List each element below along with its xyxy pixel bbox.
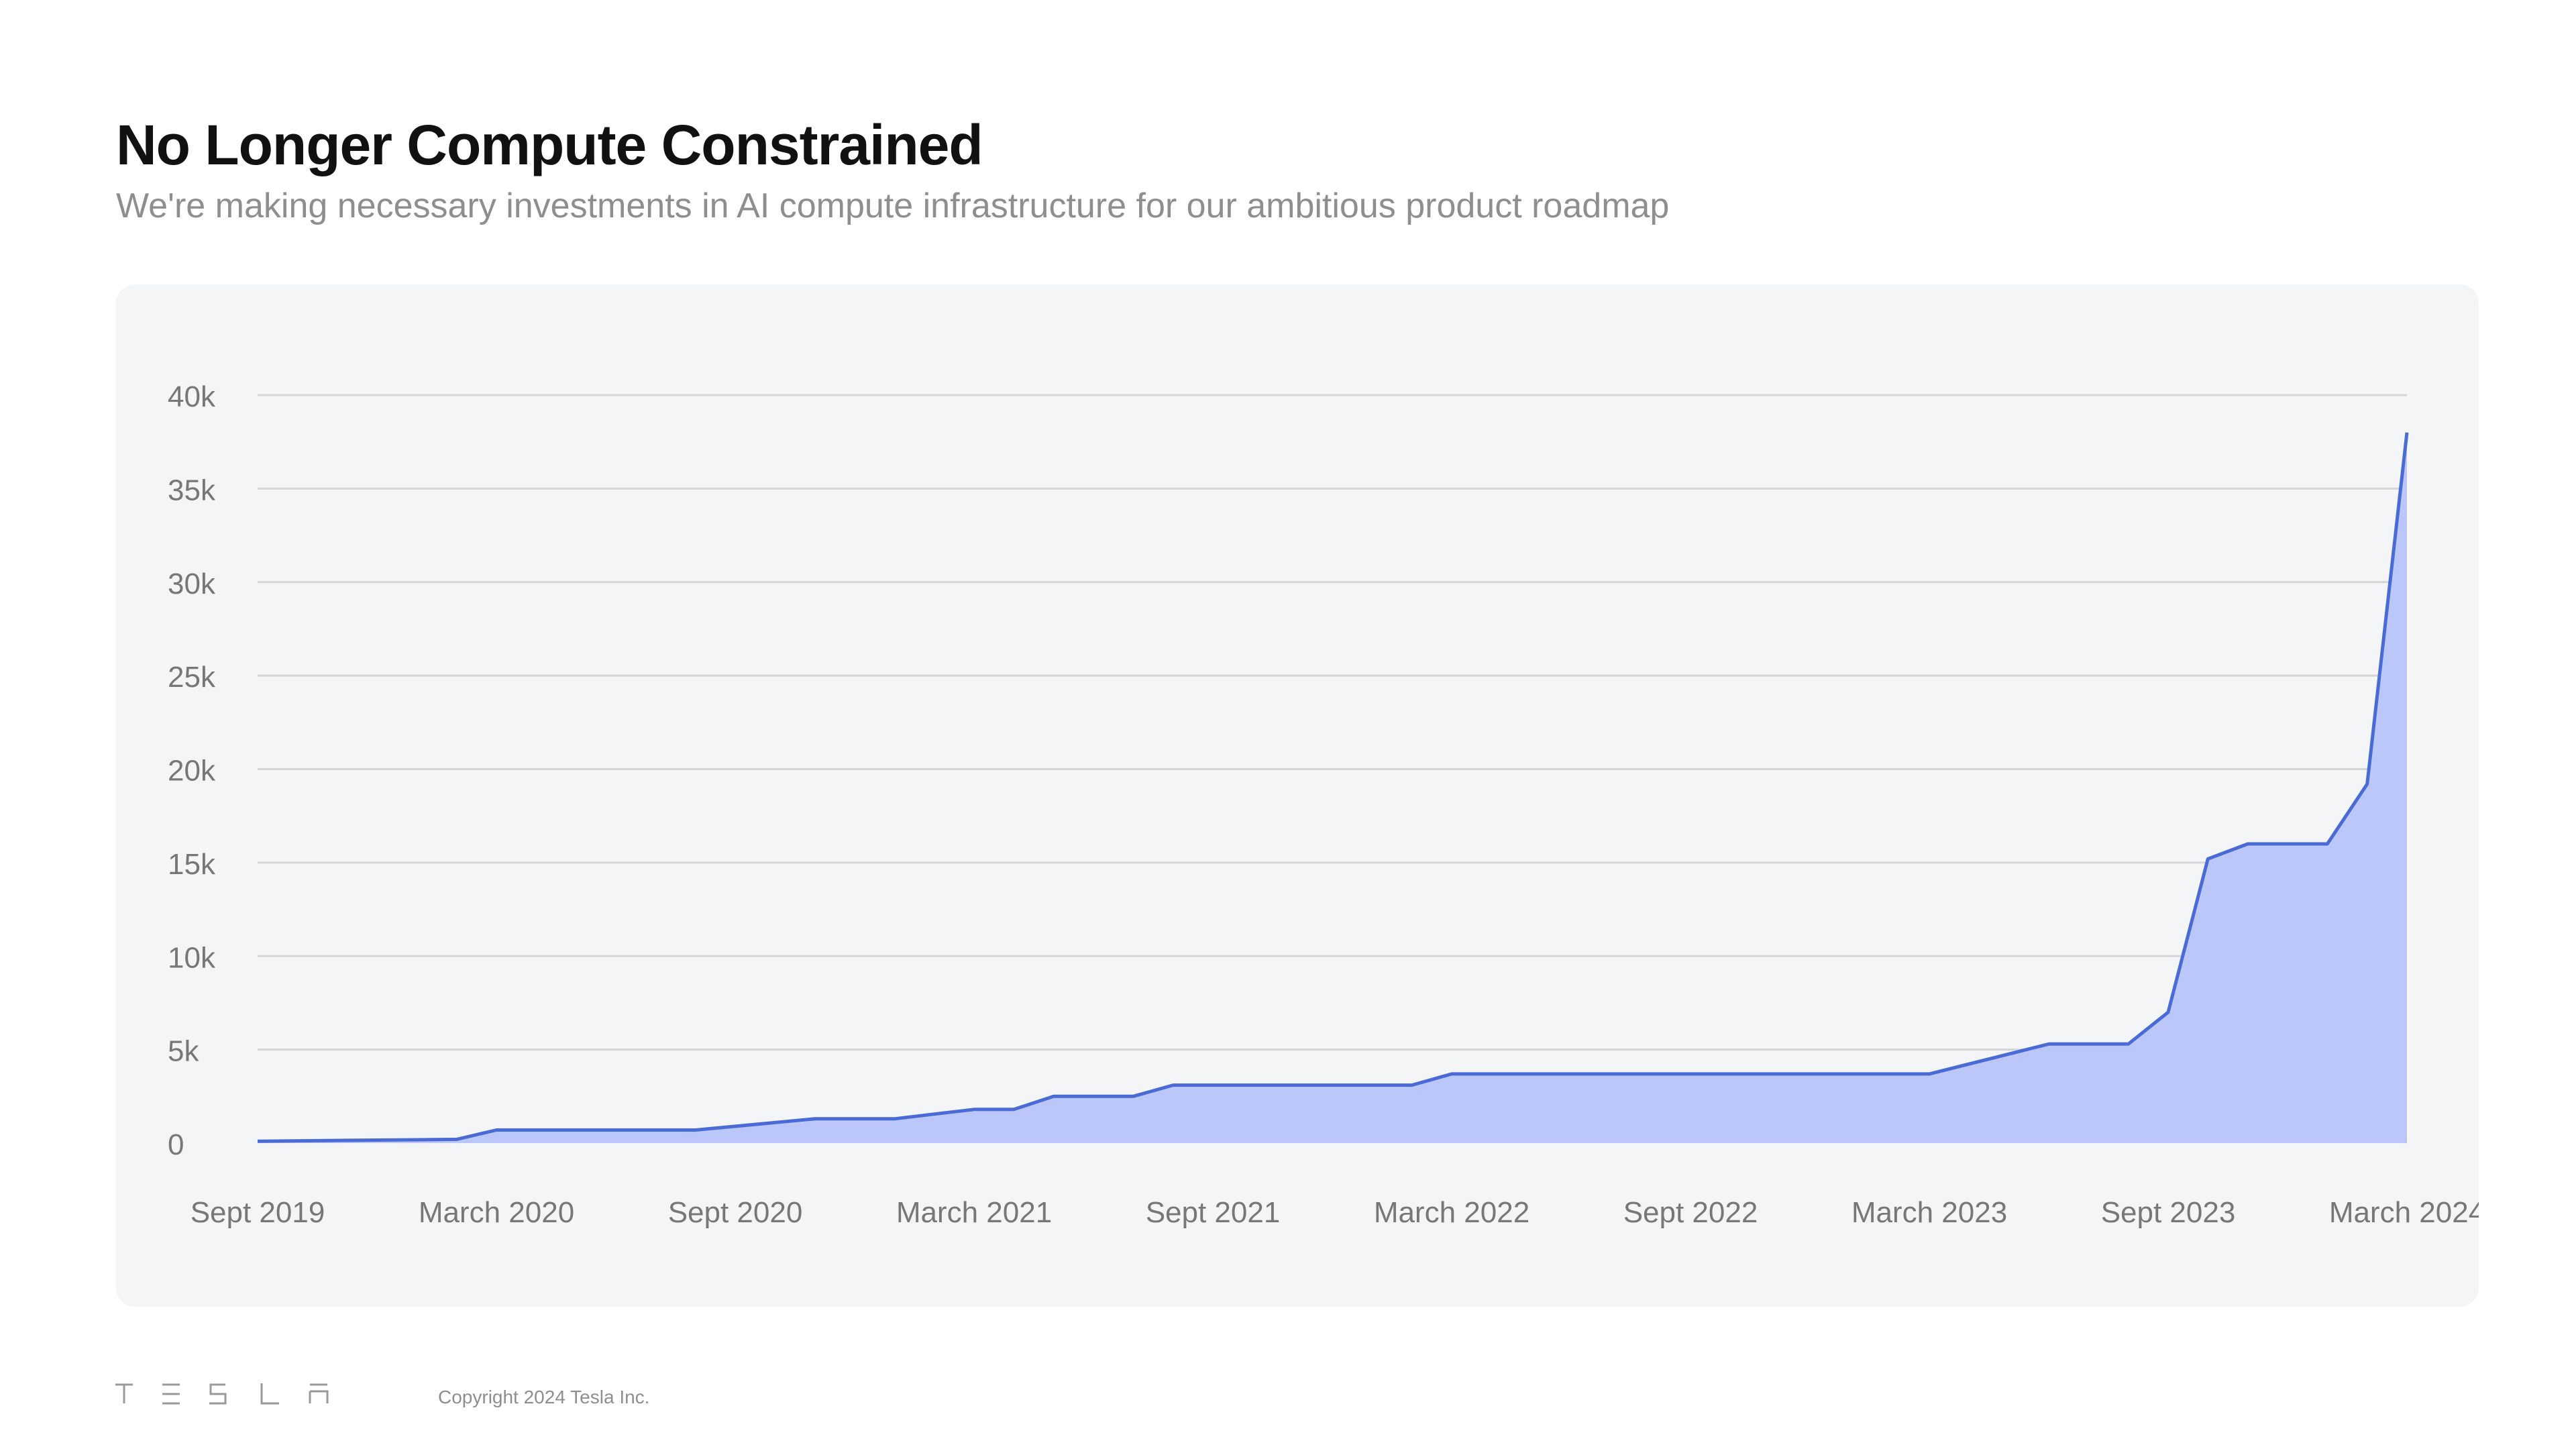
footer: Copyright 2024 Tesla Inc. [0,1375,2576,1415]
gridlines [258,394,2407,1051]
y-tick-label: 0 [168,1128,184,1161]
series-area-fill [258,432,2407,1143]
y-tick-label: 35k [168,474,216,506]
tesla-logo [115,1383,329,1405]
series-line [257,432,2409,1143]
series-area [257,432,2409,1143]
x-tick-label: March 2022 [1374,1196,1529,1229]
y-tick-label: 10k [168,941,216,974]
x-tick-label: Sept 2023 [2101,1196,2236,1229]
x-tick-label: March 2024 [2329,1196,2479,1229]
y-axis-ticks: 0 5k 10k 15k 20k 25k 30k 35k 40k [168,380,216,1161]
x-tick-label: Sept 2019 [191,1196,325,1229]
x-tick-label: March 2021 [896,1196,1052,1229]
y-tick-label: 40k [168,380,216,413]
chart-panel: 0 5k 10k 15k 20k 25k 30k 35k 40k Sept 2019 March … [116,284,2479,1307]
y-tick-label: 30k [168,568,216,600]
y-tick-label: 5k [168,1035,199,1068]
page-subtitle: We're making necessary investments in AI… [116,186,1670,225]
x-tick-label: Sept 2021 [1146,1196,1281,1229]
copyright-text: Copyright 2024 Tesla Inc. [438,1387,650,1407]
x-tick-label: March 2023 [1851,1196,2007,1229]
chart-svg: 0 5k 10k 15k 20k 25k 30k 35k 40k Sept 2019 March … [168,380,2479,1229]
y-tick-label: 20k [168,755,216,788]
x-tick-label: Sept 2022 [1623,1196,1758,1229]
x-tick-label: Sept 2020 [668,1196,803,1229]
x-tick-label: March 2020 [419,1196,574,1229]
y-tick-label: 25k [168,661,216,694]
page-title: No Longer Compute Constrained [116,113,983,176]
y-tick-label: 15k [168,848,216,881]
x-axis-ticks: Sept 2019 March 2020 Sept 2020 March 2021 Se… [191,1196,2479,1229]
